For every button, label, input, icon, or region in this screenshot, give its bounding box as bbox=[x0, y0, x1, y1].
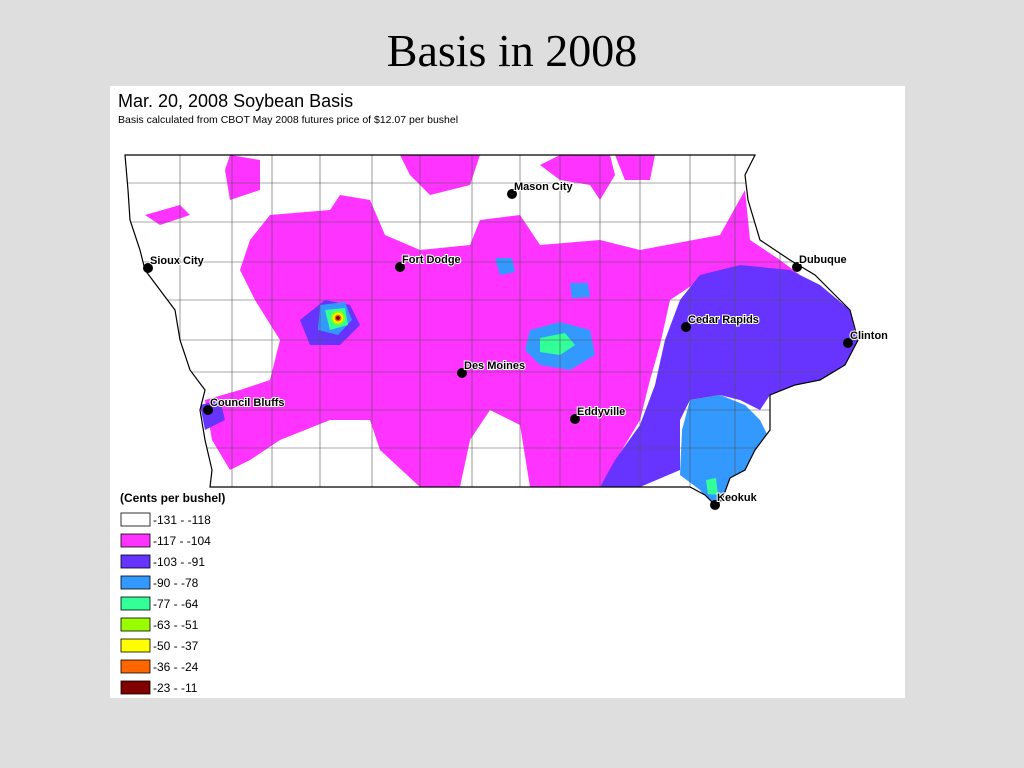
city-dot bbox=[843, 338, 853, 348]
legend-label: -103 - -91 bbox=[153, 555, 205, 569]
city-label: Cedar Rapids bbox=[688, 314, 759, 326]
city-dot bbox=[395, 262, 405, 272]
map-regions bbox=[125, 155, 858, 505]
region bbox=[336, 316, 340, 320]
cities: Mason City Sioux City Fort Dodge Dubuque Ced… bbox=[143, 180, 889, 510]
region bbox=[145, 155, 800, 487]
legend-label: -90 - -78 bbox=[153, 576, 199, 590]
city-dot bbox=[143, 263, 153, 273]
city-label: Clinton bbox=[850, 330, 888, 342]
region bbox=[200, 265, 858, 487]
legend-swatch bbox=[120, 617, 151, 632]
slide-title: Basis in 2008 bbox=[387, 25, 637, 76]
city-label: Fort Dodge bbox=[402, 254, 461, 266]
legend-label: -117 - -104 bbox=[153, 534, 211, 548]
legend-label: -50 - -37 bbox=[153, 639, 199, 653]
city-label: Sioux City bbox=[150, 255, 205, 267]
legend-swatch bbox=[120, 680, 151, 695]
state-outline bbox=[124, 154, 859, 506]
legend-swatch bbox=[120, 596, 151, 611]
city-dot bbox=[203, 405, 213, 415]
county-lines bbox=[125, 155, 858, 487]
region bbox=[318, 258, 770, 505]
city-label: Eddyville bbox=[577, 406, 625, 418]
city-label: Des Moines bbox=[464, 360, 525, 372]
legend: -131 - -118 -117 - -104 -103 - -91 -90 - -7… bbox=[120, 512, 211, 695]
city-dot bbox=[570, 414, 580, 424]
legend-label: -77 - -64 bbox=[153, 597, 199, 611]
legend-swatch bbox=[120, 512, 151, 527]
city-label: Dubuque bbox=[799, 254, 847, 266]
legend-label: -23 - -11 bbox=[153, 681, 198, 695]
map-title: Mar. 20, 2008 Soybean Basis bbox=[118, 91, 353, 111]
map-subtitle: Basis calculated from CBOT May 2008 futu… bbox=[118, 114, 458, 126]
city-label: Keokuk bbox=[717, 492, 758, 504]
legend-swatch bbox=[120, 659, 151, 674]
legend-title: (Cents per bushel) bbox=[120, 491, 225, 505]
legend-swatch bbox=[120, 554, 151, 569]
city-label: Council Bluffs bbox=[210, 397, 285, 409]
legend-swatch bbox=[120, 638, 151, 653]
legend-label: -36 - -24 bbox=[153, 660, 199, 674]
city-label: Mason City bbox=[514, 181, 574, 193]
city-dot bbox=[792, 262, 802, 272]
city-dot bbox=[681, 322, 691, 332]
legend-label: -63 - -51 bbox=[153, 618, 199, 632]
city-dot bbox=[457, 368, 467, 378]
city-dot bbox=[710, 500, 720, 510]
legend-swatch bbox=[120, 533, 151, 548]
city-dot bbox=[507, 189, 517, 199]
legend-swatch bbox=[120, 575, 151, 590]
legend-label: -131 - -118 bbox=[153, 513, 211, 527]
